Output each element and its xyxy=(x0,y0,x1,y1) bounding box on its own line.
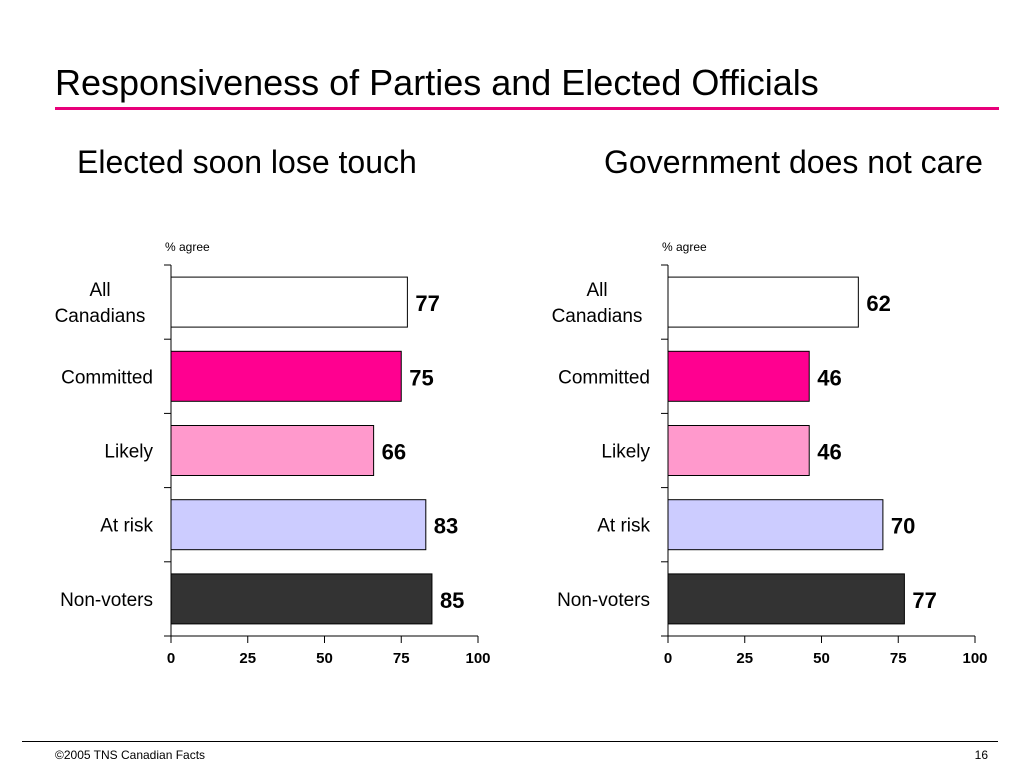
category-label: At risk xyxy=(597,516,650,537)
footer-copyright: ©2005 TNS Canadian Facts xyxy=(55,748,206,762)
category-label: All Canadians xyxy=(552,280,643,327)
data-label: 70 xyxy=(891,514,915,539)
chart-government-not-care-plot: % agree 0 25 50 75 100 62 All Canadians 46 Committ… xyxy=(552,240,988,667)
chart-elected-lose-touch-plot: % agree 0 25 50 75 100 77 All Canadians 75 Committ… xyxy=(55,240,491,667)
bar-committed xyxy=(667,350,810,402)
x-tick-label: 0 xyxy=(167,650,175,667)
bar-committed xyxy=(170,350,402,402)
bar-all-canadians xyxy=(667,276,859,328)
data-label: 66 xyxy=(382,440,406,465)
x-tick-label: 25 xyxy=(736,650,753,667)
x-tick-label: 0 xyxy=(664,650,672,667)
y-axis-label: % agree xyxy=(165,240,210,254)
footer-rule xyxy=(22,741,998,742)
category-label: Likely xyxy=(104,442,153,463)
data-label: 77 xyxy=(912,588,936,613)
bar-non-voters xyxy=(667,573,905,625)
category-label: Non-voters xyxy=(60,590,153,611)
bar-all-canadians xyxy=(170,276,408,328)
y-axis-label: % agree xyxy=(662,240,707,254)
page-number: 16 xyxy=(974,748,988,762)
data-label: 77 xyxy=(415,291,439,316)
x-tick-label: 25 xyxy=(239,650,256,667)
data-label: 62 xyxy=(866,291,890,316)
chart-elected-lose-touch: % agree 0 25 50 75 100 77 All Canadians 75 Committ… xyxy=(0,225,500,685)
left-chart-title: Elected soon lose touch xyxy=(77,144,417,180)
bar-likely xyxy=(170,425,375,476)
category-label: Committed xyxy=(558,367,650,388)
data-label: 46 xyxy=(817,440,841,465)
bar-non-voters xyxy=(170,573,433,625)
category-label: Likely xyxy=(601,442,650,463)
category-label: At risk xyxy=(100,516,153,537)
category-label: Committed xyxy=(61,367,153,388)
category-label: Non-voters xyxy=(557,590,650,611)
title-rule xyxy=(55,107,999,110)
data-label: 75 xyxy=(409,365,433,390)
bar-likely xyxy=(667,425,810,476)
category-label: All Canadians xyxy=(55,280,146,327)
x-tick-label: 75 xyxy=(393,650,410,667)
chart-government-not-care: % agree 0 25 50 75 100 62 All Canadians 46 Committ… xyxy=(497,225,997,685)
right-chart-title: Government does not care xyxy=(604,144,983,180)
x-tick-label: 100 xyxy=(962,650,987,667)
x-tick-label: 50 xyxy=(316,650,333,667)
data-label: 46 xyxy=(817,365,841,390)
x-tick-label: 75 xyxy=(890,650,907,667)
x-tick-label: 100 xyxy=(465,650,490,667)
data-label: 85 xyxy=(440,588,464,613)
page-title: Responsiveness of Parties and Elected Of… xyxy=(55,62,819,103)
bar-at-risk xyxy=(170,499,427,551)
bar-at-risk xyxy=(667,499,884,551)
data-label: 83 xyxy=(434,514,458,539)
x-tick-label: 50 xyxy=(813,650,830,667)
